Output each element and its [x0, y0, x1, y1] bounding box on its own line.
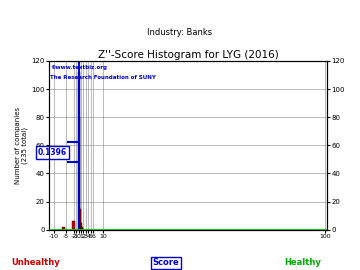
Bar — [79, 72, 80, 230]
Text: Healthy: Healthy — [284, 258, 321, 267]
Text: Score: Score — [152, 258, 179, 267]
Text: The Research Foundation of SUNY: The Research Foundation of SUNY — [50, 75, 156, 80]
Y-axis label: Number of companies
(235 total): Number of companies (235 total) — [15, 107, 28, 184]
Text: Unhealthy: Unhealthy — [12, 258, 60, 267]
Text: 0.1396: 0.1396 — [38, 148, 67, 157]
Text: ©www.textbiz.org: ©www.textbiz.org — [50, 65, 107, 70]
Bar — [80, 208, 81, 230]
Title: Z''-Score Histogram for LYG (2016): Z''-Score Histogram for LYG (2016) — [98, 50, 279, 60]
Bar — [72, 221, 75, 230]
Bar — [78, 96, 79, 230]
Bar — [82, 227, 83, 229]
Bar — [63, 227, 65, 229]
Text: Industry: Banks: Industry: Banks — [148, 28, 212, 37]
Bar — [81, 222, 82, 230]
